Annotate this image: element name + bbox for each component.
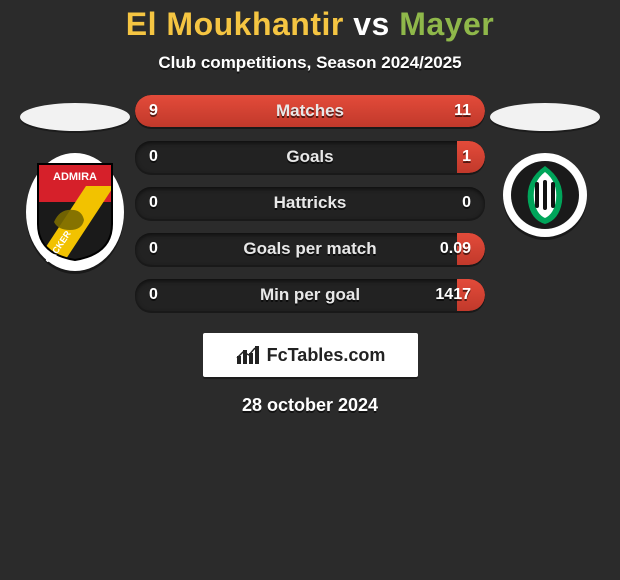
- stat-value-right: 11: [454, 95, 471, 127]
- svg-text:ADMIRA: ADMIRA: [53, 171, 97, 183]
- stat-label: Goals: [135, 141, 485, 173]
- stat-label: Matches: [135, 95, 485, 127]
- player2-name: Mayer: [399, 6, 494, 42]
- stat-row-matches: 9 Matches 11: [135, 95, 485, 127]
- stat-value-right: 0.09: [440, 233, 471, 265]
- stat-value-right: 1417: [435, 279, 471, 311]
- snapshot-date: 28 october 2024: [0, 395, 620, 416]
- stat-value-right: 0: [462, 187, 471, 219]
- stat-row-goals-per-match: 0 Goals per match 0.09: [135, 233, 485, 265]
- admira-wacker-badge-icon: ADMIRA WACKER: [36, 162, 114, 262]
- sv-ried-badge-icon: [510, 160, 580, 230]
- stat-bars: 9 Matches 11 0 Goals 1 0 Hattricks 0: [135, 95, 485, 311]
- stat-row-min-per-goal: 0 Min per goal 1417: [135, 279, 485, 311]
- left-crest: ADMIRA WACKER: [26, 153, 124, 271]
- right-ellipse: [490, 103, 600, 131]
- stat-row-goals: 0 Goals 1: [135, 141, 485, 173]
- stat-value-right: 1: [462, 141, 471, 173]
- left-ellipse: [20, 103, 130, 131]
- brand-text: FcTables.com: [267, 345, 386, 366]
- stat-label: Min per goal: [135, 279, 485, 311]
- brand-badge: FcTables.com: [203, 333, 418, 377]
- stat-label: Hattricks: [135, 187, 485, 219]
- main-layout: ADMIRA WACKER 9 Matches 11 0 Goals 1: [0, 95, 620, 311]
- left-side: ADMIRA WACKER: [15, 95, 135, 271]
- comparison-card: El Moukhantir vs Mayer Club competitions…: [0, 0, 620, 416]
- bar-chart-icon: [235, 344, 261, 366]
- vs-separator: vs: [353, 6, 390, 42]
- right-side: [485, 95, 605, 237]
- subtitle: Club competitions, Season 2024/2025: [0, 53, 620, 73]
- right-crest: [503, 153, 587, 237]
- page-title: El Moukhantir vs Mayer: [0, 6, 620, 43]
- player1-name: El Moukhantir: [126, 6, 344, 42]
- stat-row-hattricks: 0 Hattricks 0: [135, 187, 485, 219]
- stat-label: Goals per match: [135, 233, 485, 265]
